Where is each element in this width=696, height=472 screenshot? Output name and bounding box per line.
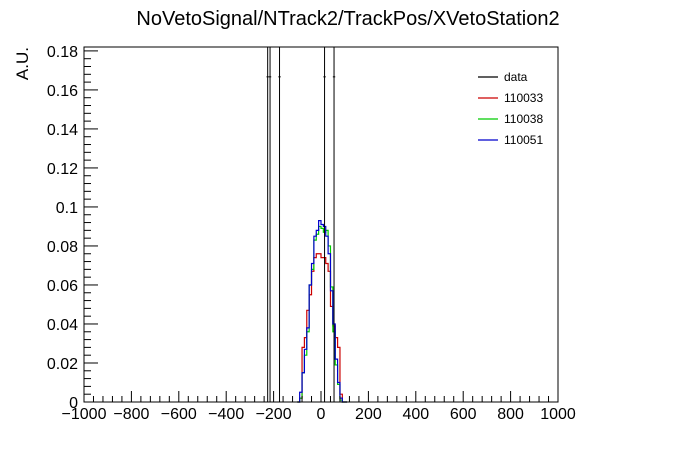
legend-entry: data [478,70,528,84]
y-axis-label: A.U. [13,47,32,80]
histogram-step-line [297,219,348,403]
legend-label: 110033 [504,91,543,105]
legend-label: 110051 [504,133,543,147]
series-110051 [297,219,348,403]
x-tick-label: 800 [497,406,524,423]
x-tick-label: −600 [161,406,197,423]
legend-label: 110038 [504,112,543,126]
series-110033 [297,253,348,403]
y-tick-label: 0.1 [56,200,78,217]
chart-title: NoVetoSignal/NTrack2/TrackPos/XVetoStati… [136,8,559,30]
series-data [266,47,336,402]
y-tick-label: 0.14 [47,122,78,139]
legend-entry: 110038 [478,112,543,126]
x-tick-label: 400 [402,406,429,423]
legend-entry: 110033 [478,91,543,105]
y-tick-label: 0.18 [47,44,78,61]
x-tick-label: −200 [256,406,292,423]
y-tick-label: 0 [69,395,78,412]
y-tick-label: 0.16 [47,83,78,100]
histogram-step-line [297,253,348,403]
x-tick-label: −400 [208,406,244,423]
legend-entry: 110051 [478,133,543,147]
y-tick-label: 0.02 [47,356,78,373]
x-tick-label: 1000 [540,406,576,423]
x-tick-label: 0 [317,406,326,423]
x-tick-label: 200 [355,406,382,423]
x-tick-label: −800 [113,406,149,423]
y-tick-label: 0.12 [47,161,78,178]
y-tick-label: 0.04 [47,317,78,334]
x-tick-label: 600 [450,406,477,423]
legend-label: data [504,70,528,84]
y-tick-label: 0.08 [47,239,78,256]
y-tick-label: 0.06 [47,278,78,295]
x-tick-label: −1000 [62,406,107,423]
